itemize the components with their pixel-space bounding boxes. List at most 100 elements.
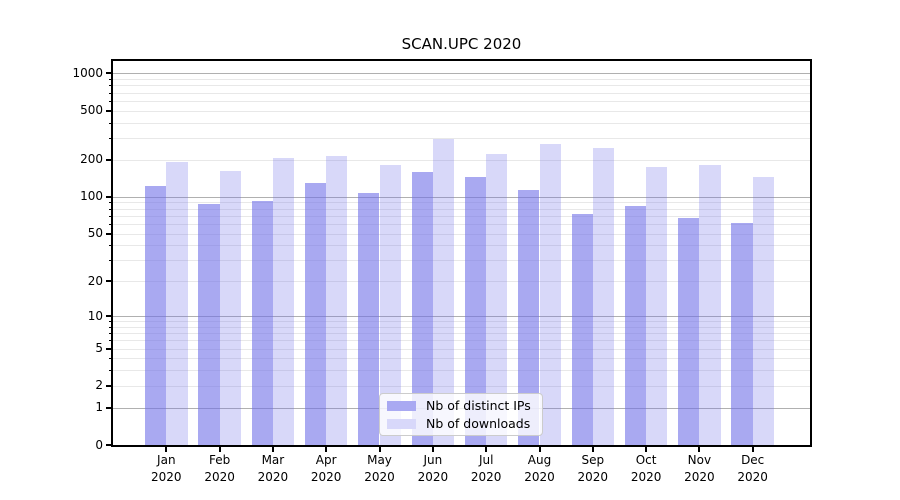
major-gridline [113, 196, 810, 198]
legend-item-downloads: Nb of downloads [387, 416, 534, 431]
y-minor-tick-mark [109, 223, 112, 225]
bar-distinct-ips [411, 172, 433, 445]
x-tick-mark [645, 447, 648, 452]
bar-downloads [432, 138, 455, 445]
plot-area [113, 61, 810, 445]
y-minor-tick-mark [109, 208, 112, 210]
y-tick-mark [106, 72, 112, 75]
y-minor-tick-mark [109, 340, 112, 342]
x-tick-label: Feb 2020 [204, 453, 235, 484]
x-tick-mark [538, 447, 541, 452]
minor-gridline [113, 385, 810, 387]
bar-distinct-ips [624, 206, 647, 445]
minor-gridline [113, 159, 810, 161]
minor-gridline [113, 370, 810, 372]
bar-downloads [379, 165, 401, 445]
y-tick-label: 1 [95, 400, 103, 415]
bar-downloads [539, 144, 561, 445]
bar-distinct-ips [571, 213, 593, 445]
minor-gridline [113, 281, 810, 283]
y-tick-mark [106, 195, 112, 198]
y-tick-label: 2 [95, 378, 103, 393]
minor-gridline [113, 100, 810, 102]
major-gridline [113, 316, 810, 317]
minor-gridline [113, 85, 810, 87]
minor-gridline [113, 321, 810, 323]
bar-downloads [219, 171, 241, 445]
bar-downloads [699, 164, 721, 445]
minor-gridline [113, 202, 810, 204]
x-tick-label: Jun 2020 [417, 453, 449, 484]
x-tick-mark [431, 447, 434, 452]
bar-downloads [326, 156, 348, 445]
x-tick-mark [271, 447, 274, 452]
bar-distinct-ips [145, 186, 167, 445]
y-minor-tick-mark [109, 370, 112, 372]
y-minor-tick-mark [109, 122, 112, 124]
bar-distinct-ips [198, 203, 220, 445]
y-minor-tick-mark [109, 202, 112, 204]
y-minor-tick-mark [109, 138, 112, 139]
y-minor-tick-mark [109, 358, 112, 360]
y-tick-mark [106, 158, 112, 161]
minor-gridline [113, 208, 810, 210]
minor-gridline [113, 223, 810, 225]
x-tick-mark [751, 447, 754, 452]
x-tick-label: May 2020 [364, 453, 395, 484]
x-tick-label: Jul 2020 [470, 453, 502, 484]
y-minor-tick-mark [109, 326, 112, 328]
x-tick-mark [485, 447, 488, 452]
y-tick-mark [106, 406, 112, 409]
bar-distinct-ips [251, 201, 273, 445]
y-minor-tick-mark [109, 92, 112, 94]
y-tick-mark [106, 347, 112, 350]
major-gridline [113, 73, 810, 75]
x-tick-label: Aug 2020 [524, 453, 555, 484]
y-tick-label: 50 [87, 226, 103, 240]
bar-downloads [272, 157, 295, 445]
x-tick-mark [591, 447, 594, 452]
minor-gridline [113, 92, 810, 94]
y-tick-label: 5 [95, 341, 103, 356]
bar-downloads [646, 167, 668, 445]
y-tick-mark [106, 109, 112, 112]
minor-gridline [113, 358, 810, 360]
y-minor-tick-mark [109, 321, 112, 323]
y-minor-tick-mark [109, 333, 112, 335]
x-tick-label: Apr 2020 [310, 453, 342, 484]
bar-downloads [592, 147, 615, 445]
y-tick-mark [106, 232, 112, 235]
y-tick-mark [106, 384, 112, 387]
y-minor-tick-mark [109, 245, 112, 247]
x-tick-label: Nov 2020 [684, 453, 715, 484]
legend: Nb of distinct IPs Nb of downloads [379, 393, 543, 436]
x-tick-mark [325, 447, 328, 452]
bar-distinct-ips [464, 177, 487, 445]
y-tick-mark [106, 280, 112, 283]
bar-downloads [486, 154, 508, 445]
y-minor-tick-mark [109, 85, 112, 87]
x-tick-mark [378, 447, 381, 452]
x-tick-label: Mar 2020 [257, 453, 289, 484]
bar-distinct-ips [678, 218, 700, 445]
minor-gridline [113, 260, 810, 262]
bar-downloads [166, 162, 188, 445]
y-tick-label: 20 [87, 273, 103, 288]
y-tick-label: 200 [80, 152, 103, 167]
legend-swatch-downloads [387, 418, 416, 429]
y-tick-mark [106, 315, 112, 317]
minor-gridline [113, 122, 810, 124]
bar-downloads [752, 176, 774, 445]
x-tick-label: Jan 2020 [151, 453, 182, 484]
legend-label-downloads: Nb of downloads [426, 416, 531, 431]
y-minor-tick-mark [109, 79, 112, 81]
legend-swatch-distinct-ips [387, 400, 416, 411]
minor-gridline [113, 110, 810, 112]
x-tick-mark [165, 447, 168, 452]
chart-title: SCAN.UPC 2020 [401, 35, 522, 53]
minor-gridline [113, 79, 810, 81]
x-tick-label: Sep 2020 [577, 453, 609, 484]
minor-gridline [113, 233, 810, 235]
y-tick-mark [106, 444, 112, 446]
